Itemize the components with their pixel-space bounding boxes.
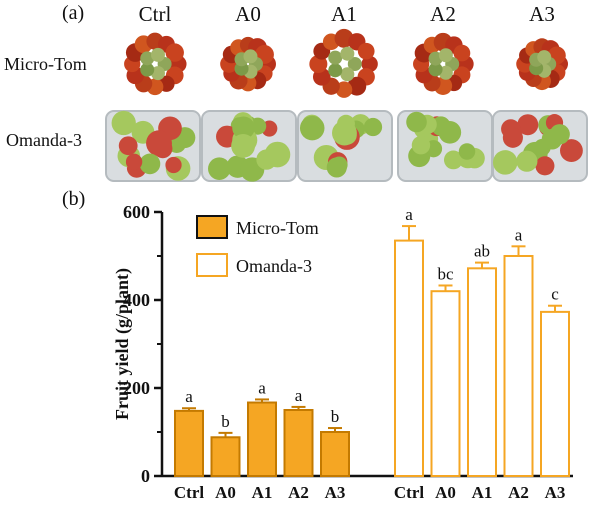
tomato-fruit — [208, 157, 231, 180]
x-tick-label: A3 — [545, 483, 566, 502]
tomato-fruit — [517, 114, 539, 136]
tomato-fruit — [406, 111, 427, 133]
significance-letter: ab — [474, 242, 490, 261]
tomato-fruit — [139, 153, 161, 175]
x-tick-label: A1 — [252, 483, 273, 502]
tomato-fruit — [125, 153, 143, 171]
x-tick-label: Ctrl — [174, 483, 204, 502]
photo-col-a0: A0 — [235, 2, 261, 26]
tomato-fruit — [458, 143, 476, 160]
panel-a-label: (a) — [62, 2, 85, 24]
bar — [503, 255, 534, 477]
panel-b-label: (b) — [62, 188, 86, 210]
tomato-fruit — [335, 81, 353, 98]
bar — [467, 267, 497, 477]
bar — [430, 290, 461, 478]
photo-panel — [105, 28, 588, 182]
tomato-fruit — [535, 156, 555, 176]
significance-letter: b — [331, 407, 340, 426]
x-tick-label: A2 — [288, 483, 309, 502]
tomato-fruit — [438, 121, 462, 144]
tomato-fruit — [328, 63, 343, 78]
significance-letter: c — [551, 285, 559, 304]
tomato-fruit — [340, 67, 355, 82]
tomato-fruit — [243, 49, 258, 64]
bar — [283, 409, 314, 477]
significance-letter: bc — [437, 264, 454, 283]
legend-swatch — [196, 253, 228, 277]
tomato-fruit — [326, 157, 347, 178]
significance-letter: b — [221, 412, 230, 431]
y-axis-label: Fruit yield (g/plant) — [112, 268, 133, 420]
photo-row-microtom: Micro-Tom — [4, 54, 87, 74]
x-tick-label: A2 — [508, 483, 529, 502]
y-tick-label: 0 — [141, 466, 150, 486]
tomato-fruit — [332, 120, 357, 146]
tomato-fruit — [492, 150, 518, 175]
x-tick-label: A0 — [435, 483, 456, 502]
legend-label: Omanda-3 — [236, 256, 312, 276]
tomato-fruit — [118, 136, 138, 156]
legend-swatch — [196, 215, 228, 239]
x-tick-label: Ctrl — [394, 483, 424, 502]
tomato-fruit — [453, 44, 471, 62]
tomato-fruit — [340, 46, 355, 61]
omanda-tray-photos — [105, 110, 588, 182]
photo-row-omanda: Omanda-3 — [6, 130, 82, 150]
bar — [210, 436, 241, 477]
x-tick-label: A3 — [325, 483, 346, 502]
significance-letter: a — [515, 225, 523, 244]
bar — [320, 431, 350, 477]
tomato-fruit — [411, 135, 431, 155]
tomato-fruit — [560, 139, 583, 162]
tomato-fruit — [438, 48, 453, 63]
bar — [174, 409, 204, 478]
significance-letter: a — [295, 386, 303, 405]
tomato-fruit — [146, 130, 172, 157]
tomato-fruit — [537, 50, 552, 65]
bar — [247, 401, 277, 477]
x-tick-label: A1 — [472, 483, 493, 502]
tomato-fruit — [256, 149, 277, 170]
photo-col-a3: A3 — [529, 2, 555, 26]
tomato-fruit — [357, 42, 375, 60]
tomato-fruit — [111, 110, 136, 136]
tomato-fruit — [363, 117, 383, 137]
tomato-fruit — [361, 55, 378, 73]
photo-col-a2: A2 — [430, 2, 456, 26]
tomato-fruit — [516, 150, 538, 172]
significance-letter: a — [185, 387, 193, 406]
tomato-fruit — [502, 127, 523, 148]
legend: Micro-Tom Omanda-3 — [196, 215, 319, 277]
y-tick-label: 200 — [123, 378, 150, 398]
y-tick-label: 400 — [123, 290, 150, 310]
tomato-fruit — [428, 62, 443, 77]
photo-col-a1: A1 — [331, 2, 357, 26]
micro-tom-fruit-photos — [124, 28, 569, 98]
tomato-fruit — [150, 47, 165, 62]
tomato-fruit — [165, 156, 182, 174]
bar — [540, 310, 570, 477]
bar — [394, 239, 424, 477]
significance-letter: a — [258, 378, 266, 397]
tomato-fruit — [140, 51, 155, 66]
y-tick-label: 600 — [123, 202, 150, 222]
tomato-fruit — [328, 50, 343, 65]
tomato-fruit — [165, 43, 184, 62]
tomato-fruit — [150, 66, 165, 81]
photo-col-ctrl: Ctrl — [138, 2, 172, 26]
x-tick-label: A0 — [215, 483, 236, 502]
significance-letter: a — [405, 205, 413, 224]
tomato-fruit — [140, 62, 155, 77]
tomato-fruit — [231, 133, 256, 158]
tomato-fruit — [232, 116, 255, 140]
legend-label: Micro-Tom — [236, 218, 319, 238]
tomato-fruit — [299, 115, 325, 141]
tomato-fruit — [347, 57, 362, 71]
tomato-fruit — [549, 124, 570, 145]
